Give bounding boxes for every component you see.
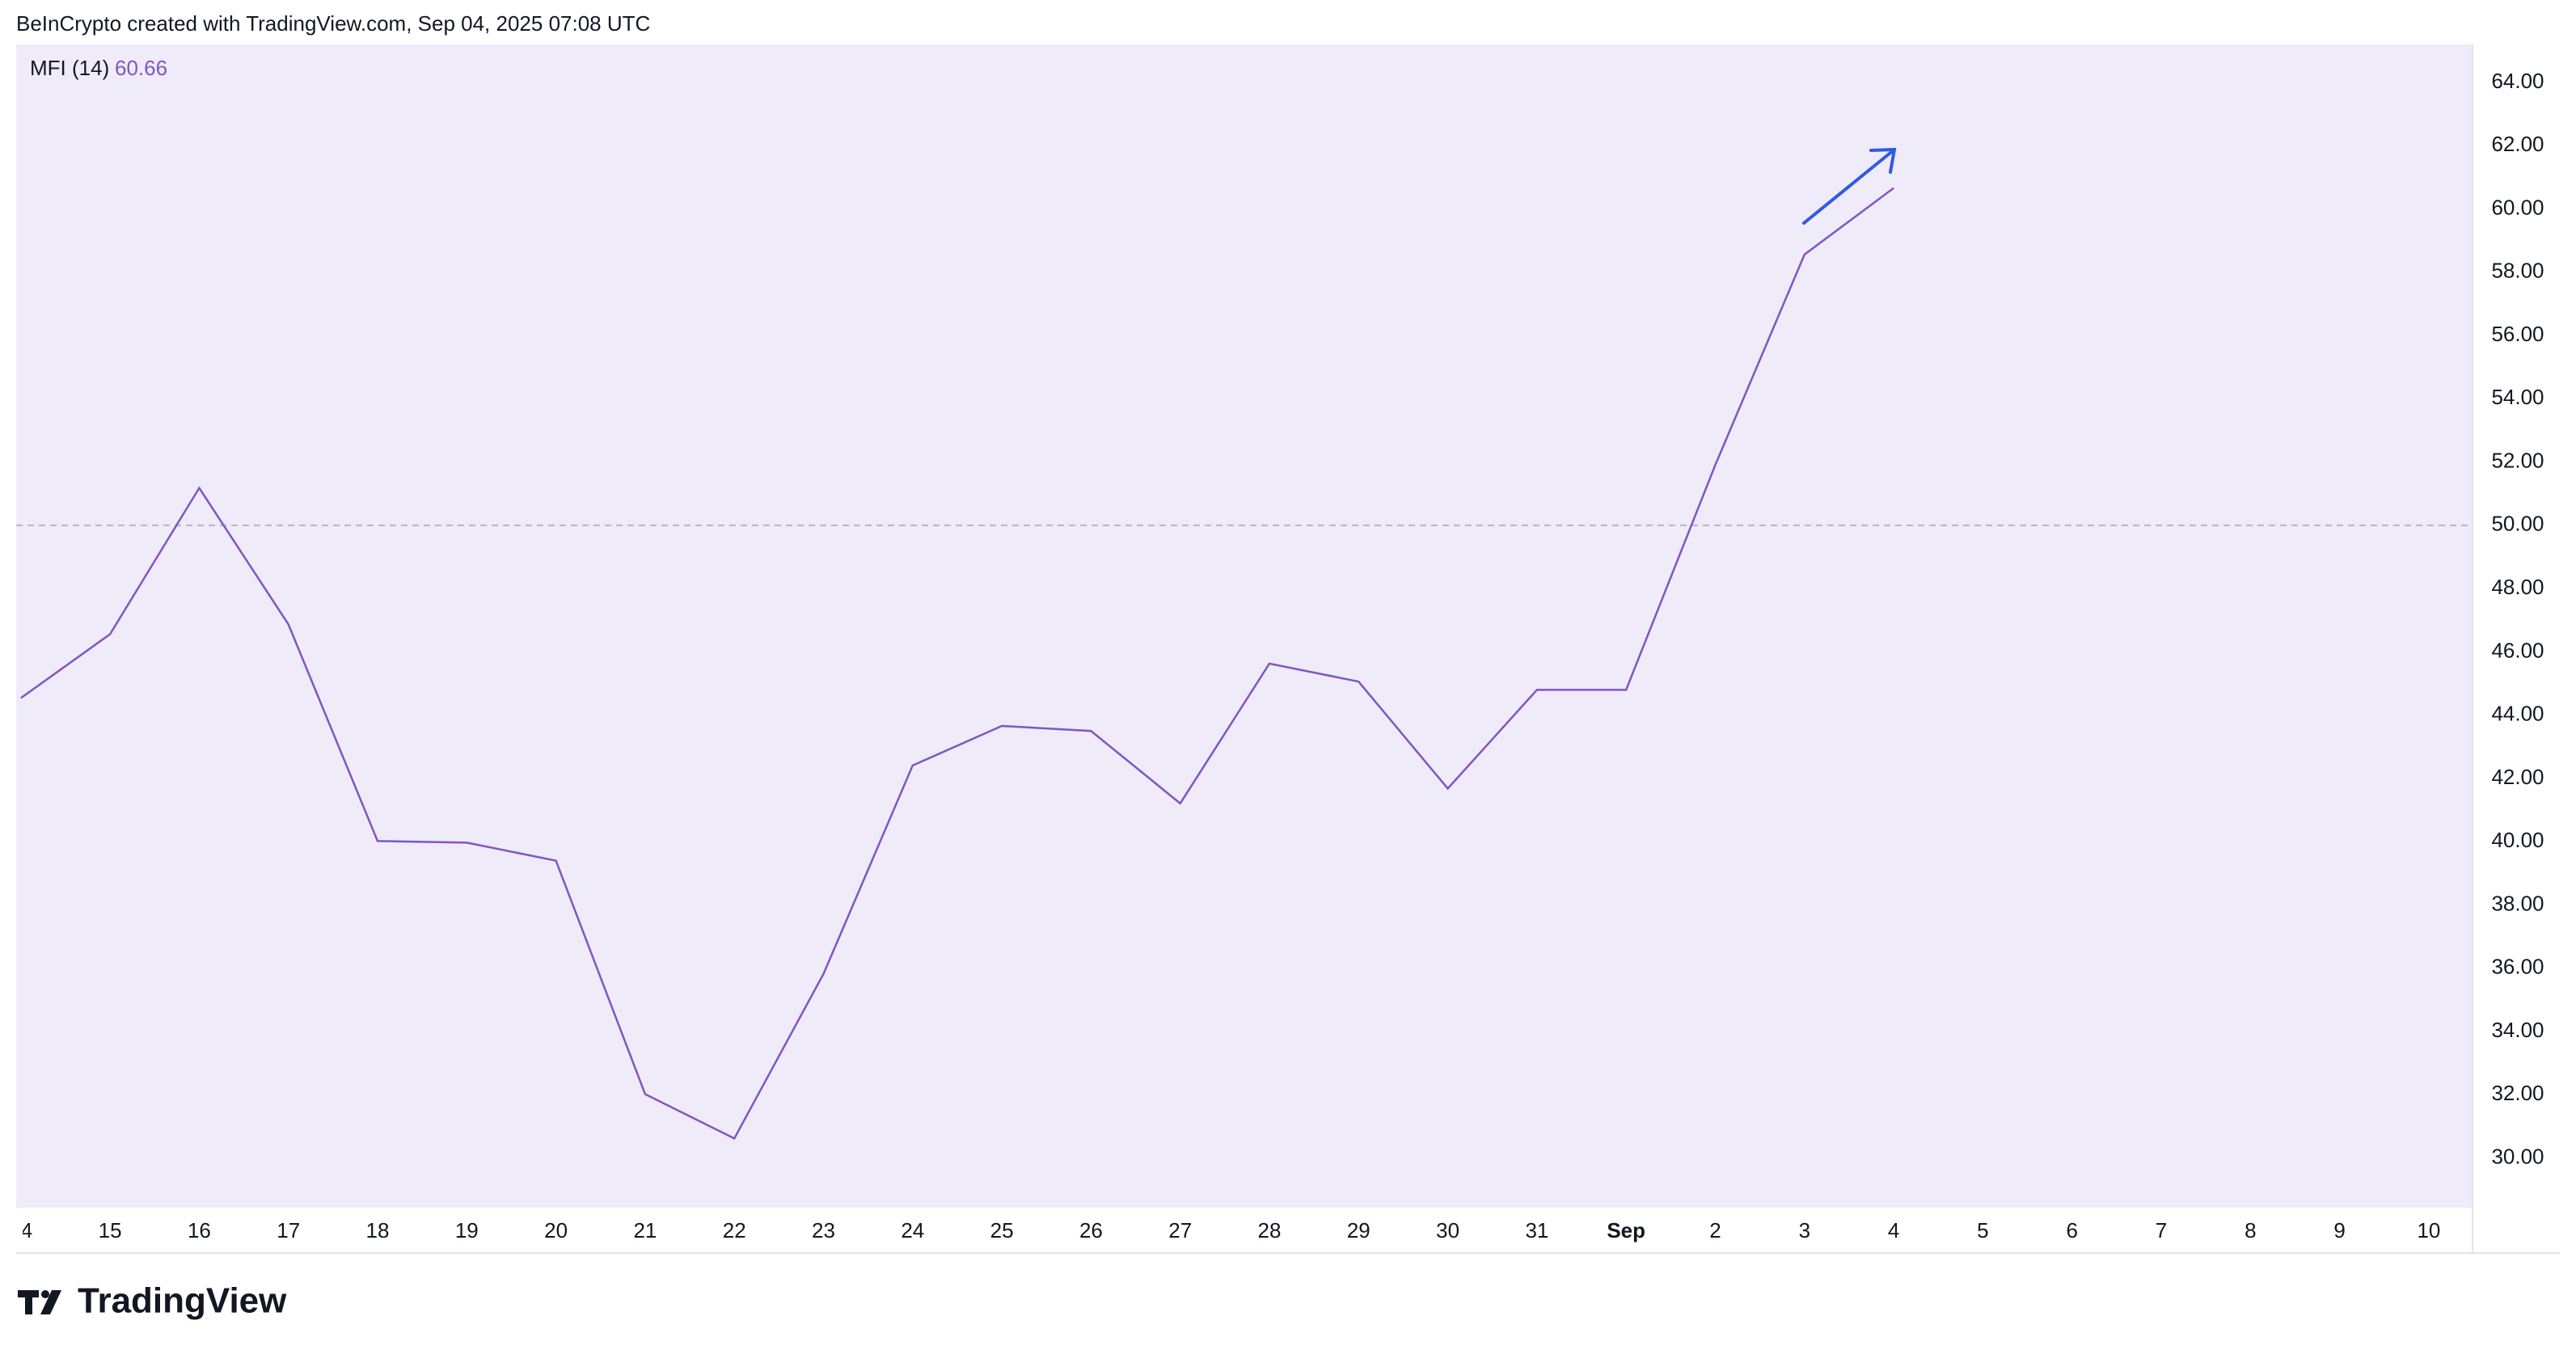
legend-name: MFI (14) [30,56,109,80]
x-tick-label: 8 [2244,1218,2256,1242]
x-tick-label: 9 [2333,1218,2345,1242]
y-tick-label: 64.00 [2491,69,2544,93]
x-tick-label: Sep [1607,1218,1645,1242]
x-tick-label: 2 [1709,1218,1721,1242]
x-tick-label: 14 [9,1218,32,1242]
y-tick-label: 52.00 [2491,448,2544,472]
y-tick-label: 54.00 [2491,385,2544,409]
y-tick-label: 36.00 [2491,955,2544,979]
x-tick-label: 15 [99,1218,122,1242]
x-tick-label: 18 [366,1218,390,1242]
logo [18,1290,61,1314]
x-tick-label: 10 [2417,1218,2440,1242]
y-tick-label: 34.00 [2491,1018,2544,1042]
x-tick-label: 26 [1079,1218,1103,1242]
y-tick-label: 50.00 [2491,512,2544,536]
arrow-annotation [1802,147,1897,225]
x-tick-label: 29 [1347,1218,1370,1242]
y-tick-label: 46.00 [2491,638,2544,662]
y-tick-label: 38.00 [2491,891,2544,915]
y-tick-label: 44.00 [2491,702,2544,726]
x-tick-label: 7 [2156,1218,2167,1242]
series-line [20,187,1894,1140]
footer-brand: TradingView [78,1281,287,1321]
x-tick-label: 4 [1888,1218,1899,1242]
y-tick-label: 48.00 [2491,575,2544,599]
y-tick-label: 60.00 [2491,195,2544,219]
header: BeInCrypto created with TradingView.com,… [16,11,650,36]
y-tick-label: 32.00 [2491,1081,2544,1105]
x-tick-label: 6 [2066,1218,2077,1242]
x-tick-label: 25 [990,1218,1014,1242]
y-tick-label: 42.00 [2491,765,2544,789]
y-tick-label: 30.00 [2491,1144,2544,1168]
x-tick-label: 5 [1977,1218,1988,1242]
x-tick-label: 27 [1168,1218,1192,1242]
x-tick-label: 19 [455,1218,479,1242]
x-tick-label: 17 [277,1218,300,1242]
x-tick-label: 21 [633,1218,657,1242]
x-tick-label: 31 [1525,1218,1548,1242]
x-tick-label: 16 [188,1218,211,1242]
x-tick-label: 28 [1258,1218,1282,1242]
x-tick-label: 30 [1436,1218,1459,1242]
x-tick-label: 22 [723,1218,746,1242]
x-tick-label: 20 [544,1218,568,1242]
plot-area [16,44,2473,1208]
legend-value: 60.66 [115,56,167,80]
x-tick-label: 23 [812,1218,835,1242]
y-tick-label: 56.00 [2491,322,2544,346]
y-tick-label: 58.00 [2491,259,2544,283]
x-tick-label: 3 [1799,1218,1810,1242]
y-tick-label: 40.00 [2491,828,2544,852]
y-tick-label: 62.00 [2491,132,2544,156]
x-tick-label: 24 [901,1218,924,1242]
